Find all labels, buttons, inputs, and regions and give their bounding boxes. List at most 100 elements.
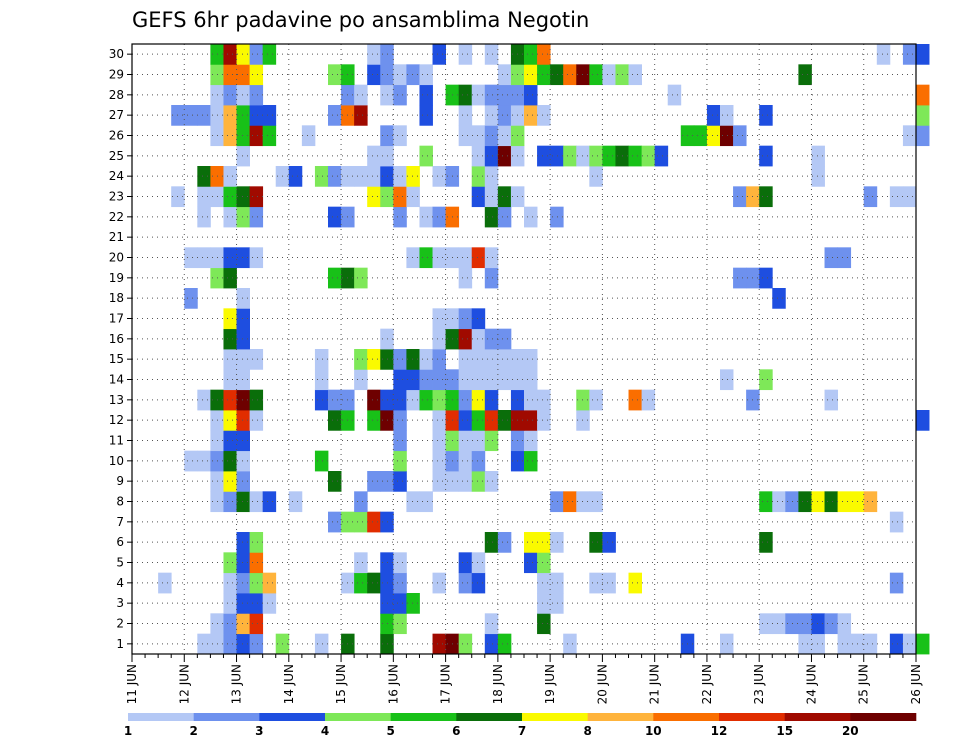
heatmap-cell — [249, 552, 264, 574]
heatmap-cell — [223, 593, 237, 614]
heatmap-cell — [563, 491, 577, 513]
colorbar-swatch — [587, 713, 654, 721]
heatmap-cell — [236, 410, 250, 431]
heatmap-cell — [837, 491, 852, 513]
x-tick-label: 19 JUN — [543, 664, 557, 704]
heatmap-cell — [419, 389, 433, 411]
heatmap-cell — [197, 633, 211, 655]
heatmap-cell — [328, 166, 342, 187]
heatmap-cell — [576, 145, 590, 167]
colorbar-label: 2 — [190, 724, 198, 738]
heatmap-cell — [393, 389, 407, 411]
heatmap-cell — [458, 328, 473, 350]
colorbar-swatch — [850, 713, 917, 721]
heatmap-cell — [458, 84, 473, 106]
heatmap-cell — [158, 572, 172, 594]
heatmap-cell — [458, 369, 473, 391]
heatmap-cell — [602, 64, 616, 86]
heatmap-cell — [471, 186, 486, 208]
heatmap-cell — [262, 572, 277, 594]
heatmap-cell — [902, 125, 917, 147]
y-tick-label: 26 — [109, 129, 124, 143]
heatmap-cell — [484, 84, 499, 106]
heatmap-cell — [432, 308, 446, 330]
heatmap-cell — [524, 450, 538, 472]
heatmap-cell — [249, 44, 264, 65]
heatmap-cell — [367, 64, 381, 86]
heatmap-cell — [223, 186, 237, 208]
y-tick-label: 5 — [116, 556, 124, 570]
heatmap-cell — [314, 166, 329, 187]
heatmap-cell — [406, 369, 420, 391]
heatmap-cell — [236, 186, 250, 208]
heatmap-cell — [458, 247, 473, 269]
heatmap-cell — [184, 105, 198, 126]
y-tick-label: 29 — [109, 68, 124, 82]
heatmap-cell — [667, 84, 682, 106]
heatmap-cell — [262, 44, 277, 65]
heatmap-cell — [550, 491, 564, 513]
heatmap-cell — [889, 511, 904, 533]
x-tick-label: 13 JUN — [230, 664, 244, 704]
heatmap-cell — [471, 389, 486, 411]
heatmap-cell — [314, 633, 329, 655]
heatmap-cell — [811, 633, 825, 655]
chart-grid — [132, 44, 916, 654]
heatmap-cell — [184, 288, 198, 309]
heatmap-cell — [537, 44, 551, 65]
y-tick-label: 3 — [116, 596, 124, 610]
heatmap-cell — [458, 410, 473, 431]
heatmap-cell — [236, 44, 250, 65]
y-tick-label: 21 — [109, 230, 124, 244]
x-tick-label: 20 JUN — [595, 664, 609, 704]
heatmap-cell — [432, 206, 446, 228]
heatmap-cell — [328, 410, 342, 431]
y-axis: 1234567891011121314151617181920212223242… — [109, 47, 132, 651]
heatmap-cell — [550, 532, 564, 553]
heatmap-cell — [419, 64, 433, 86]
heatmap-cell — [837, 613, 852, 635]
heatmap-cell — [419, 206, 433, 228]
heatmap-cell — [720, 125, 734, 147]
heatmap-cells — [158, 44, 930, 655]
heatmap-cell — [537, 389, 551, 411]
x-tick-label: 21 JUN — [648, 664, 662, 704]
heatmap-cell — [916, 84, 930, 106]
colorbar-label: 3 — [255, 724, 263, 738]
heatmap-cell — [824, 389, 838, 411]
heatmap-cell — [458, 308, 473, 330]
heatmap-cell — [589, 145, 603, 167]
colorbar-swatch — [653, 713, 720, 721]
heatmap-cell — [916, 44, 930, 65]
heatmap-cell — [537, 105, 551, 126]
heatmap-cell — [354, 349, 368, 370]
heatmap-cell — [484, 532, 499, 553]
heatmap-cell — [249, 593, 264, 614]
y-tick-label: 19 — [109, 271, 124, 285]
heatmap-cell — [419, 84, 433, 106]
heatmap-cell — [328, 206, 342, 228]
heatmap-cell — [863, 491, 878, 513]
heatmap-cell — [406, 349, 420, 370]
heatmap-cell — [524, 105, 538, 126]
y-tick-label: 20 — [109, 251, 124, 265]
heatmap-cell — [236, 84, 250, 106]
colorbar-legend: 1 2 3 4 5 6 7 8 10 12 15 20 — [124, 713, 917, 738]
heatmap-cell — [524, 430, 538, 452]
y-tick-label: 2 — [116, 617, 124, 631]
heatmap-cell — [524, 532, 538, 553]
heatmap-cell — [654, 145, 669, 167]
colorbar-swatch — [259, 713, 326, 721]
heatmap-cell — [354, 369, 368, 391]
y-tick-label: 6 — [116, 535, 124, 549]
heatmap-cell — [484, 613, 499, 635]
heatmap-cell — [471, 430, 486, 452]
heatmap-cell — [236, 572, 250, 594]
heatmap-cell — [262, 105, 277, 126]
heatmap-cell — [249, 613, 264, 635]
heatmap-cell — [328, 511, 342, 533]
heatmap-cell — [902, 44, 917, 65]
x-axis: 11 JUN 12 JUN 13 JUN 14 JUN 15 JUN 16 JUN 17 J… — [125, 654, 923, 704]
heatmap-cell — [759, 613, 773, 635]
heatmap-cell — [537, 613, 551, 635]
